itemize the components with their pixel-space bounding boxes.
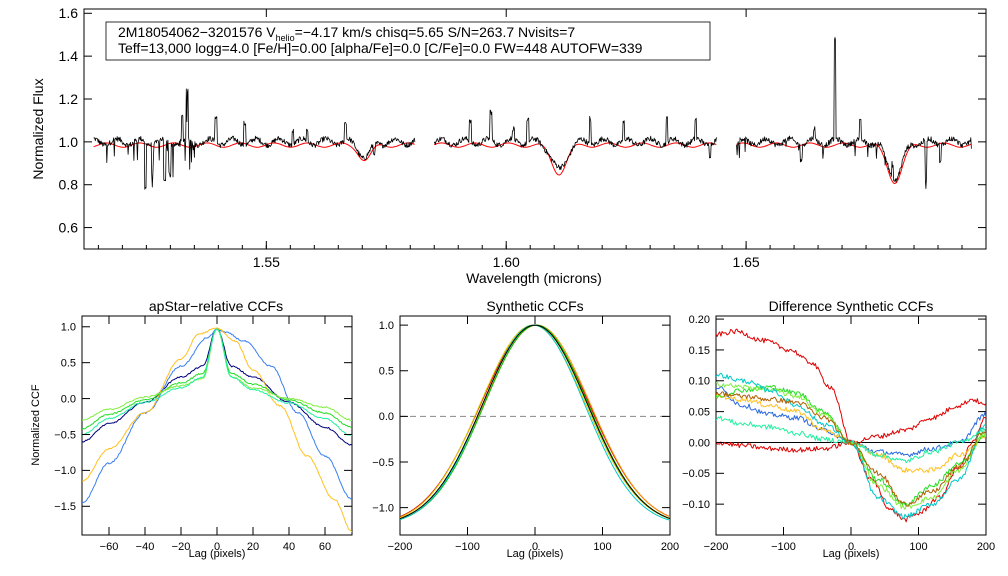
info-star-id: 2M18054062−3201576 V <box>118 24 276 40</box>
spectrum-panel: 1.55 1.60 1.65 0.6 0.8 1.0 1.2 1.4 1.6 2M1805406… <box>30 5 987 286</box>
spectrum-observed-line <box>93 88 416 190</box>
y-tick-label: −0.5 <box>54 429 76 441</box>
spectrum-y-axis-label: Normalized Flux <box>30 78 46 179</box>
spectrum-series <box>93 37 972 190</box>
x-tick-label: −20 <box>172 541 191 553</box>
x-tick-label: 1.60 <box>493 254 520 270</box>
y-tick-label: 1.4 <box>59 48 79 64</box>
spectrum-plot-frame <box>83 8 987 250</box>
y-tick-label: 1.0 <box>61 322 76 334</box>
x-tick-label: 200 <box>977 541 995 553</box>
x-tick-label: 40 <box>283 541 295 553</box>
x-tick-label: −200 <box>704 541 729 553</box>
y-tick-label: 0.6 <box>59 219 79 235</box>
apstar-ccf-x-axis-label: Lag (pixels) <box>189 548 246 560</box>
x-tick-label: 20 <box>247 541 259 553</box>
y-tick-label: 0.15 <box>689 345 710 357</box>
x-tick-label: 0 <box>848 541 854 553</box>
info-helio-subscript: helio <box>276 33 295 43</box>
x-tick-label: −100 <box>455 541 480 553</box>
y-tick-label: 0.10 <box>689 376 710 388</box>
spectrum-observed-line <box>433 109 718 171</box>
info-velocity-stats: =−4.17 km/s chisq=5.65 S/N=263.7 Nvisits… <box>295 24 576 40</box>
x-tick-label: 100 <box>909 541 927 553</box>
ccf-series-line <box>716 398 986 453</box>
y-tick-label: −1.0 <box>372 502 394 514</box>
x-tick-label: 0 <box>214 541 220 553</box>
spectrum-info-line1: 2M18054062−3201576 Vhelio=−4.17 km/s chi… <box>118 24 575 43</box>
y-tick-label: 0.5 <box>379 366 394 378</box>
y-tick-label: −0.10 <box>682 499 710 511</box>
x-tick-label: 60 <box>319 541 331 553</box>
y-tick-label: 1.0 <box>59 134 79 150</box>
y-tick-label: 0.0 <box>379 411 394 423</box>
ccf-series-line <box>716 391 986 507</box>
difference-ccf-series <box>716 328 986 523</box>
y-tick-label: −1.5 <box>54 501 76 513</box>
x-tick-label: −40 <box>136 541 155 553</box>
x-tick-label: 0 <box>532 541 538 553</box>
spectrum-x-axis-label: Wavelength (microns) <box>466 270 602 286</box>
synthetic-ccf-ticks: −200 −100 0 100 200 1.0 0.5 0.0 −0.5 −1.0 <box>372 316 679 553</box>
y-tick-label: 0.00 <box>689 437 710 449</box>
ccf-series-line <box>82 328 352 437</box>
spectrum-observed-line <box>736 37 972 190</box>
spectrum-model-line <box>736 142 972 185</box>
y-tick-label: −1.0 <box>54 465 76 477</box>
spectrum-info-line2: Teff=13,000 logg=4.0 [Fe/H]=0.00 [alpha/… <box>118 40 643 56</box>
spectrum-info-box <box>105 21 711 61</box>
difference-ccf-x-axis-label: Lag (pixels) <box>823 548 880 560</box>
synthetic-ccf-title: Synthetic CCFs <box>486 298 583 314</box>
ccf-series-line <box>82 328 352 422</box>
spectrum-ticks: 1.55 1.60 1.65 0.6 0.8 1.0 1.2 1.4 1.6 <box>59 5 987 270</box>
apstar-ccf-panel: apStar−relative CCFs −60 −40 −20 0 20 40 60 1.0… <box>30 298 353 560</box>
x-tick-label: −200 <box>388 541 413 553</box>
y-tick-label: 1.0 <box>379 320 394 332</box>
synthetic-ccf-series <box>400 324 670 521</box>
ccf-series-line <box>82 327 352 533</box>
y-tick-label: 0.5 <box>61 358 76 370</box>
apstar-ccf-series <box>82 327 352 533</box>
y-tick-label: 0.05 <box>689 406 710 418</box>
apstar-ccf-ticks: −60 −40 −20 0 20 40 60 1.0 0.5 0.0 −0.5 −1.0 −1.5 <box>54 316 352 553</box>
y-tick-label: 1.6 <box>59 5 79 21</box>
apstar-ccf-title: apStar−relative CCFs <box>149 298 283 314</box>
y-tick-label: −0.05 <box>682 468 710 480</box>
difference-ccf-title: Difference Synthetic CCFs <box>769 298 934 314</box>
ccf-series-line <box>400 324 670 520</box>
y-tick-label: 1.2 <box>59 91 79 107</box>
y-tick-label: 0.20 <box>689 314 710 326</box>
y-tick-label: 0.8 <box>59 177 79 193</box>
x-tick-label: −60 <box>100 541 119 553</box>
x-tick-label: 1.55 <box>253 254 280 270</box>
x-tick-label: 100 <box>593 541 611 553</box>
difference-ccf-panel: Difference Synthetic CCFs −200 −100 0 100 20… <box>682 298 995 560</box>
y-tick-label: −0.5 <box>372 457 394 469</box>
x-tick-label: 200 <box>661 541 679 553</box>
ccf-series-line <box>716 372 986 520</box>
apstar-ccf-y-axis-label: Normalized CCF <box>30 384 42 466</box>
x-tick-label: −100 <box>771 541 796 553</box>
y-tick-label: 0.0 <box>61 393 76 405</box>
synthetic-ccf-panel: Synthetic CCFs −200 −100 0 100 2001.00.50.0−… <box>372 298 679 560</box>
x-tick-label: 1.65 <box>732 254 759 270</box>
synthetic-ccf-x-axis-label: Lag (pixels) <box>507 548 564 560</box>
difference-ccf-ticks: −200 −100 0 100 200 0.20 0.15 0.10 0.05 0.00 −0.05… <box>682 314 995 553</box>
